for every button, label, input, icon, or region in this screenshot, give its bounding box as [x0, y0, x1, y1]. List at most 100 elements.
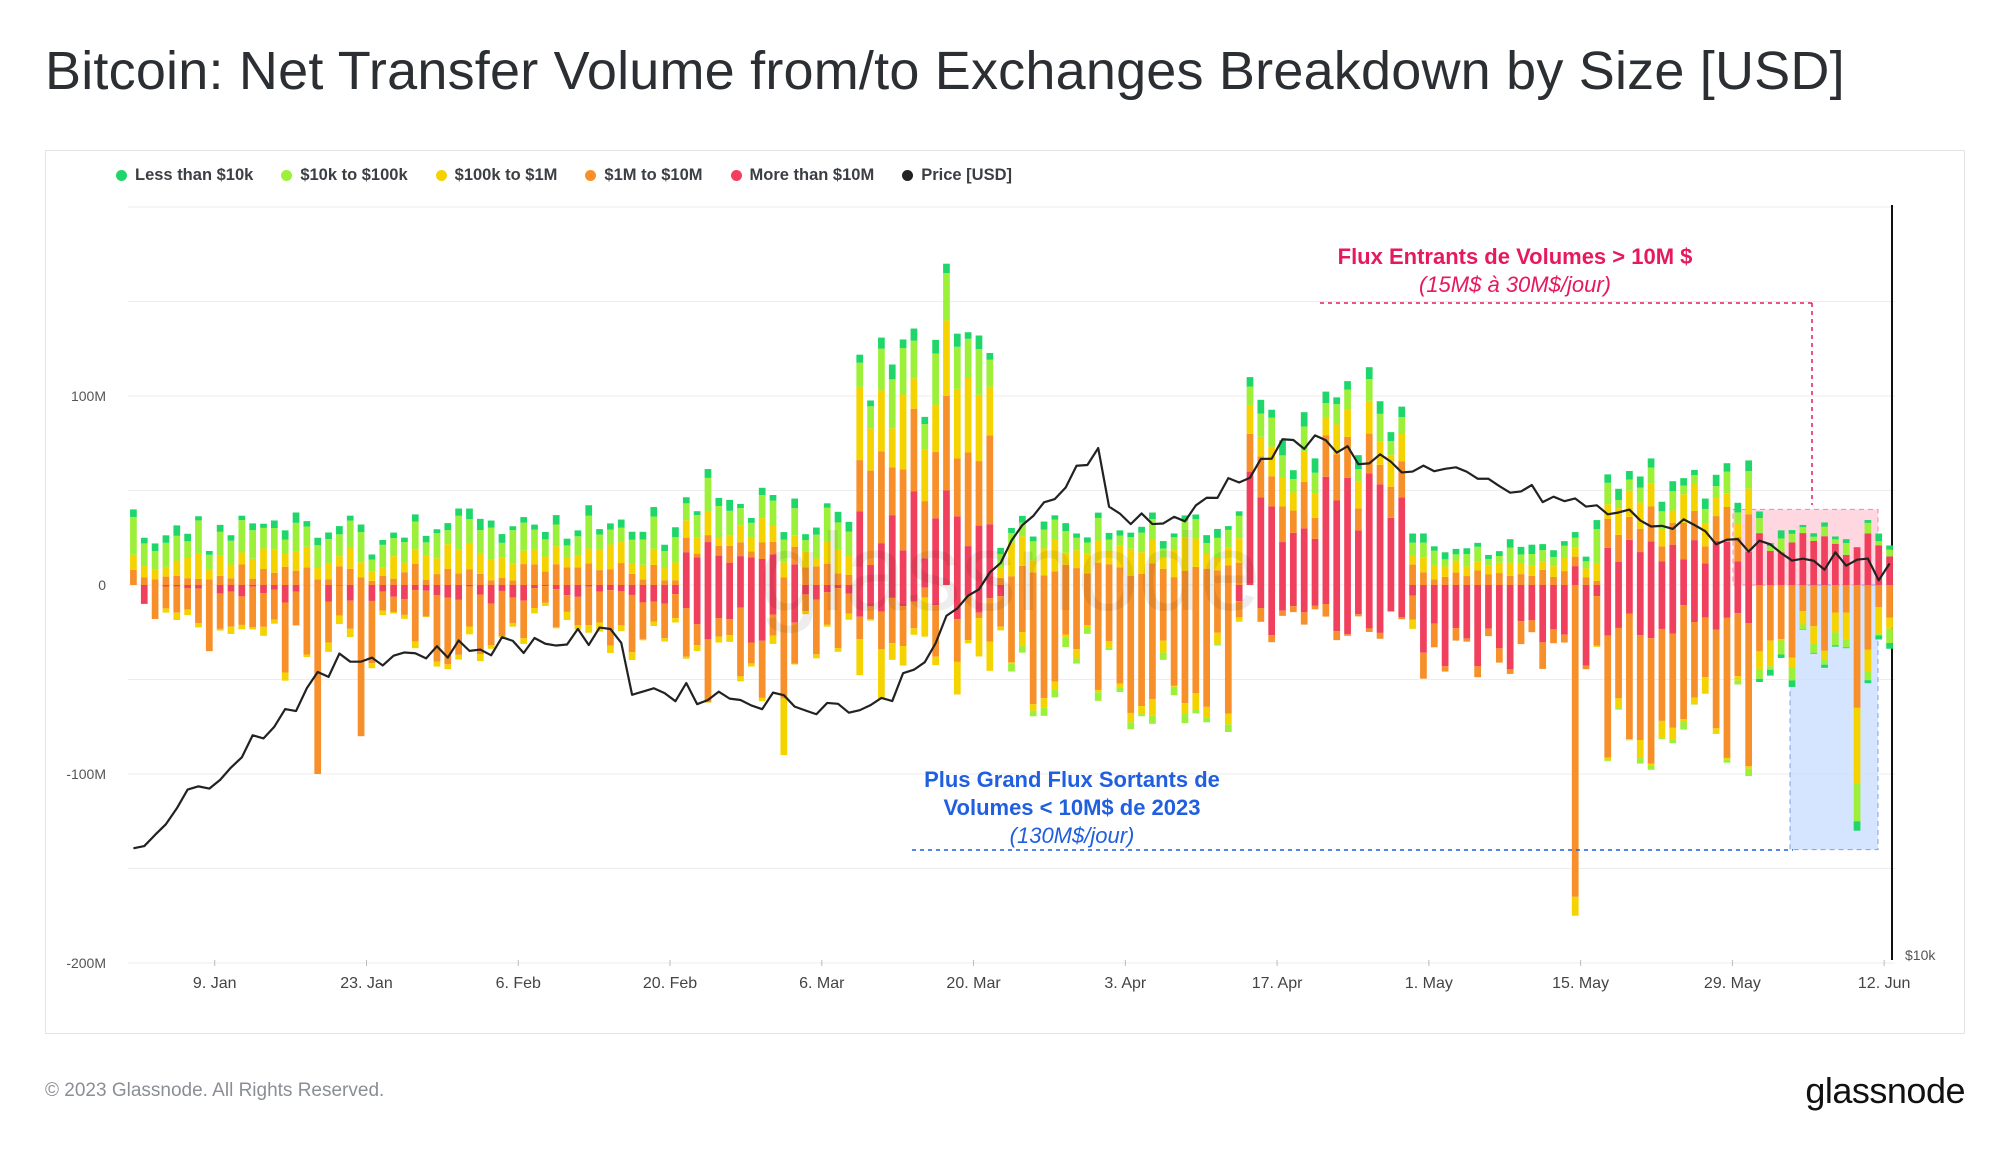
bar-segment-neg-3 — [270, 589, 278, 620]
bar-segment-neg-4 — [1235, 585, 1243, 602]
bar-segment-pos-0 — [1463, 548, 1471, 555]
bar-segment-neg-1 — [1224, 724, 1232, 732]
bar-segment-pos-1 — [1084, 542, 1091, 554]
bar-segment-neg-2 — [813, 654, 820, 659]
bar-segment-pos-2 — [1561, 558, 1568, 572]
bar-segment-neg-1 — [1170, 686, 1178, 696]
bar-segment-pos-0 — [1409, 533, 1416, 543]
bar-segment-pos-0 — [184, 533, 191, 542]
bar-segment-pos-2 — [140, 566, 148, 578]
bar-segment-pos-0 — [769, 495, 777, 501]
bar-segment-neg-3 — [1073, 585, 1080, 650]
bar-segment-pos-4 — [1777, 552, 1785, 585]
bar-series — [130, 263, 1893, 916]
legend-item-4[interactable]: More than $10M — [730, 166, 874, 185]
bar-segment-neg-3 — [672, 594, 679, 619]
bar-segment-neg-2 — [899, 646, 907, 666]
bar-segment-neg-3 — [921, 587, 929, 598]
bar-segment-neg-4 — [672, 585, 679, 595]
legend-item-1[interactable]: $10k to $100k — [281, 166, 408, 185]
bar-segment-neg-3 — [1615, 627, 1622, 699]
bar-segment-pos-0 — [476, 518, 484, 531]
bar-segment-pos-1 — [1170, 537, 1178, 550]
bar-segment-pos-3 — [997, 577, 1005, 585]
bar-segment-pos-4 — [856, 511, 864, 585]
bar-segment-pos-3 — [932, 452, 939, 519]
bar-segment-pos-3 — [1636, 528, 1644, 553]
bar-segment-neg-1 — [1029, 710, 1037, 717]
bar-segment-neg-3 — [1810, 585, 1818, 627]
bar-segment-neg-3 — [986, 598, 994, 642]
bar-segment-pos-2 — [1008, 542, 1015, 577]
bar-segment-neg-2 — [1842, 612, 1850, 640]
bar-segment-neg-4 — [574, 585, 582, 597]
bar-segment-pos-1 — [401, 542, 408, 563]
bar-segment-pos-1 — [1344, 389, 1351, 410]
bar-segment-pos-1 — [151, 550, 159, 570]
bar-segment-neg-3 — [1138, 585, 1145, 707]
bar-segment-neg-2 — [422, 616, 430, 618]
bar-segment-pos-3 — [1073, 568, 1080, 585]
bar-segment-pos-0 — [455, 508, 462, 516]
bar-segment-neg-3 — [878, 611, 885, 650]
bar-segment-neg-4 — [1626, 585, 1633, 614]
bar-segment-pos-2 — [260, 548, 267, 569]
bar-segment-pos-0 — [249, 523, 257, 531]
bar-segment-pos-0 — [1528, 544, 1536, 555]
bar-segment-pos-2 — [1474, 561, 1482, 571]
bar-segment-pos-1 — [943, 273, 950, 321]
bar-segment-pos-0 — [661, 544, 668, 552]
bar-segment-neg-4 — [997, 585, 1005, 597]
bar-segment-pos-1 — [932, 353, 939, 405]
bar-segment-pos-0 — [823, 503, 831, 508]
bar-segment-pos-1 — [487, 527, 495, 560]
bar-segment-pos-1 — [1105, 539, 1113, 551]
bar-segment-pos-1 — [1094, 517, 1102, 541]
legend-item-5[interactable]: Price [USD] — [902, 166, 1012, 185]
bar-segment-pos-0 — [1658, 501, 1666, 512]
bar-segment-pos-3 — [1647, 506, 1655, 542]
bar-segment-pos-1 — [682, 503, 690, 521]
bar-segment-pos-3 — [1398, 461, 1406, 498]
legend-item-0[interactable]: Less than $10k — [116, 166, 253, 185]
bar-segment-pos-3 — [1311, 517, 1319, 539]
bar-segment-pos-2 — [1550, 566, 1557, 577]
bar-segment-pos-3 — [856, 460, 864, 512]
bar-segment-pos-1 — [845, 531, 853, 556]
bar-segment-pos-1 — [466, 519, 473, 543]
bar-segment-pos-2 — [1691, 483, 1698, 511]
bar-segment-neg-3 — [216, 593, 224, 629]
bar-segment-neg-3 — [422, 590, 430, 617]
legend-item-3[interactable]: $1M to $10M — [585, 166, 703, 185]
bar-segment-neg-4 — [791, 585, 799, 623]
bar-segment-neg-4 — [433, 585, 441, 595]
watermark: glassnode — [759, 511, 1261, 634]
bar-segment-neg-3 — [1669, 633, 1677, 728]
bar-segment-pos-3 — [1539, 569, 1547, 585]
bar-segment-pos-1 — [1257, 413, 1265, 437]
bar-segment-neg-2 — [1084, 625, 1091, 628]
bar-segment-pos-1 — [1398, 417, 1406, 435]
bar-segment-neg-3 — [1257, 608, 1265, 622]
bar-segment-pos-4 — [1701, 563, 1709, 585]
bar-segment-neg-3 — [541, 586, 549, 603]
bar-segment-pos-3 — [195, 578, 202, 585]
bar-segment-neg-3 — [260, 593, 267, 627]
bar-segment-neg-4 — [455, 585, 462, 600]
bar-segment-pos-2 — [1289, 492, 1297, 511]
bar-segment-pos-2 — [195, 553, 202, 579]
bar-segment-pos-4 — [1691, 540, 1698, 585]
glassnode-logo[interactable]: glassnode — [1805, 1070, 1965, 1111]
bar-segment-neg-2 — [1886, 617, 1893, 629]
legend-item-2[interactable]: $100k to $1M — [435, 166, 557, 185]
bar-segment-pos-0 — [986, 352, 994, 360]
bar-segment-pos-3 — [1420, 572, 1427, 585]
bar-segment-pos-1 — [834, 522, 842, 550]
bar-segment-pos-0 — [1842, 539, 1850, 544]
bar-segment-neg-4 — [1485, 585, 1492, 629]
x-tick-label: 12. Jun — [1858, 975, 1910, 992]
bar-segment-neg-2 — [888, 643, 896, 660]
bar-segment-neg-2 — [541, 602, 549, 606]
bar-segment-pos-2 — [639, 564, 647, 580]
bar-segment-pos-2 — [216, 555, 224, 576]
